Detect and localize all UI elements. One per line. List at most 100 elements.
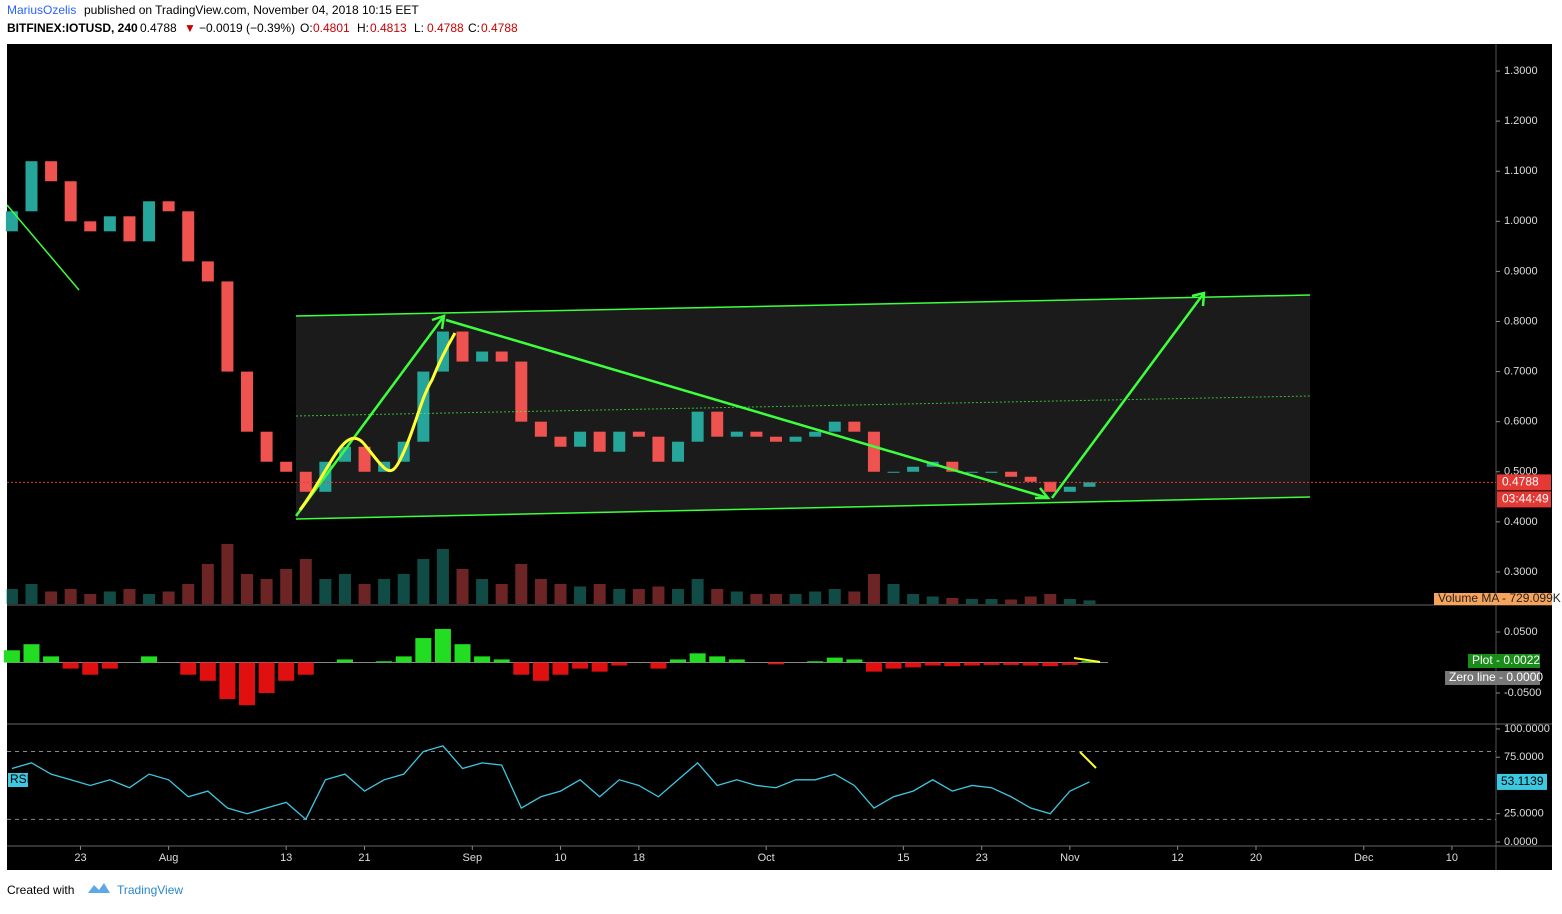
x-tick-label: 18 (633, 852, 645, 864)
x-tick-label: 13 (280, 852, 292, 864)
arrow: ▼ (184, 21, 196, 35)
candle (848, 421, 861, 432)
candle (1005, 471, 1018, 477)
y-tick-label: 1.2000 (1504, 115, 1538, 127)
x-tick-label: Sep (463, 852, 483, 864)
change: −0.0019 (−0.39%) (199, 21, 295, 35)
x-tick-label: Dec (1354, 852, 1374, 864)
ohlc-value: 0.4788 (481, 21, 518, 35)
y-tick-label: 1.0000 (1504, 215, 1538, 227)
volume-bar (534, 579, 547, 604)
volume-bar (691, 579, 704, 604)
author[interactable]: MariusOzelis (7, 3, 76, 17)
candle (887, 471, 900, 473)
candle (182, 211, 195, 262)
x-tick-label: 10 (1446, 852, 1458, 864)
symbol: BITFINEX:IOTUSD, 240 (7, 21, 138, 35)
vol-ma-box (1434, 593, 1552, 605)
y-tick-label: 25.0000 (1504, 808, 1544, 820)
candle (1024, 476, 1037, 482)
candle (456, 331, 469, 362)
x-tick-label: 12 (1172, 852, 1184, 864)
x-tick-label: 10 (554, 852, 566, 864)
annotations (6, 204, 1311, 769)
macd-bar (591, 662, 608, 672)
channel-fill (296, 295, 1310, 519)
brand[interactable]: TradingView (117, 883, 183, 897)
candle (711, 411, 724, 437)
candle (554, 436, 567, 447)
candle (515, 361, 528, 422)
candle (907, 466, 920, 472)
y-tick-label: 0.0000 (1504, 836, 1538, 848)
volume-bar (84, 594, 97, 604)
volume-bar (495, 584, 508, 604)
x-tick-label: 20 (1250, 852, 1262, 864)
candle (867, 431, 880, 472)
volume-bar (182, 584, 195, 604)
volume-bar (378, 579, 391, 604)
macd-bar (532, 662, 549, 681)
x-tick-label: 23 (976, 852, 988, 864)
y-tick-label: 0.7000 (1504, 365, 1538, 377)
macd-bar (297, 662, 314, 675)
volume-bar (221, 544, 234, 604)
candle (103, 216, 116, 232)
macd-bar (1022, 662, 1039, 666)
macd-bar (493, 659, 510, 663)
candle (672, 441, 685, 462)
macd-bar (650, 662, 667, 669)
y-tick-label: 0.6000 (1504, 416, 1538, 428)
macd-bar (767, 662, 784, 665)
volume-bar (1044, 594, 1057, 604)
volume-bar (103, 591, 116, 604)
volume-bar (613, 589, 626, 604)
macd-bar (611, 662, 628, 666)
volume-bar (397, 574, 410, 604)
candle (593, 431, 606, 452)
macd-bar (963, 662, 980, 666)
countdown: 03:44:49 (1502, 492, 1549, 506)
volume-bar (162, 591, 175, 604)
macd-bar (1081, 661, 1098, 663)
volume-bar (789, 594, 802, 604)
volume-bar (907, 594, 920, 604)
price-box (1497, 474, 1551, 491)
volume-bar (25, 584, 38, 604)
countdown-box (1497, 491, 1551, 508)
candle (143, 201, 156, 242)
candle (201, 261, 214, 282)
volume-bar (769, 594, 782, 604)
volume-bar (750, 594, 763, 604)
macd-bar (1061, 662, 1078, 665)
candle (45, 161, 58, 182)
zero-box (1445, 671, 1540, 685)
macd-bar (474, 656, 491, 663)
plot: 0.30000.40000.50000.60000.70000.80000.90… (3, 65, 1561, 864)
macd-bar (278, 662, 295, 681)
macd-bar (43, 656, 60, 663)
candle (221, 281, 234, 372)
volume-bar (476, 579, 489, 604)
macd-bar (141, 656, 158, 663)
macd-bar (670, 659, 687, 663)
y-tick-label: 100.0000 (1504, 723, 1550, 735)
ohlc: O: 0.4801 H: 0.4813 L: 0.4788 C: 0.4788 (300, 21, 518, 35)
volume-bar (946, 598, 959, 604)
candle (162, 201, 175, 212)
volume-bar (887, 584, 900, 604)
ohlc-label: H: (357, 21, 369, 35)
candle (730, 431, 743, 437)
candle (299, 471, 312, 492)
volume-bar (926, 596, 939, 604)
x-tick-label: Oct (758, 852, 775, 864)
volume-bar (828, 589, 841, 604)
y-tick-label: 1.1000 (1504, 165, 1538, 177)
rsi-value: 53.1139 (1501, 774, 1544, 788)
macd-bar (865, 662, 882, 672)
y-tick-label: 0.0500 (1504, 626, 1538, 638)
price-label: 0.4788 (1502, 475, 1539, 489)
rsi-value-box (1497, 773, 1547, 790)
macd-bar (336, 659, 353, 663)
ohlc-label: C: (468, 21, 480, 35)
